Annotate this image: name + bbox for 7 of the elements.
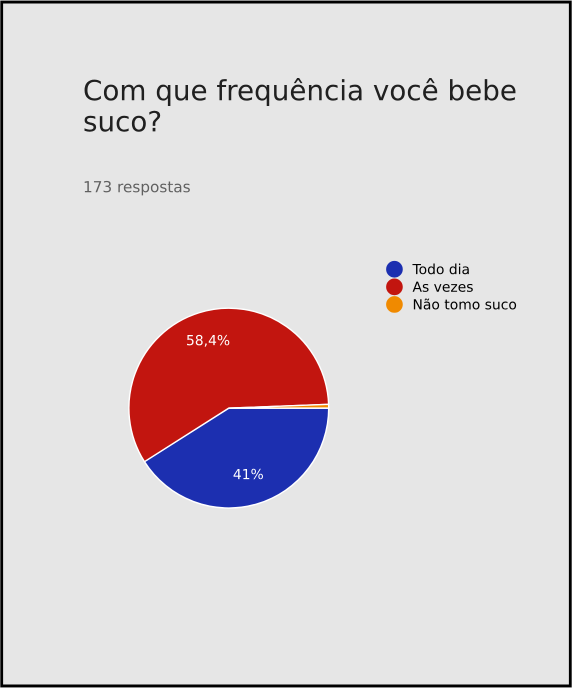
chart-subtitle: 173 respostas xyxy=(84,180,190,196)
legend-label: As vezes xyxy=(412,282,473,292)
data-label: 41% xyxy=(234,468,263,480)
chart-title: Com que frequência você bebe suco? xyxy=(84,78,516,132)
legend-label: Todo dia xyxy=(412,264,469,274)
legend-label: Não tomo suco xyxy=(414,298,516,310)
data-label: 58,4% xyxy=(187,334,230,347)
